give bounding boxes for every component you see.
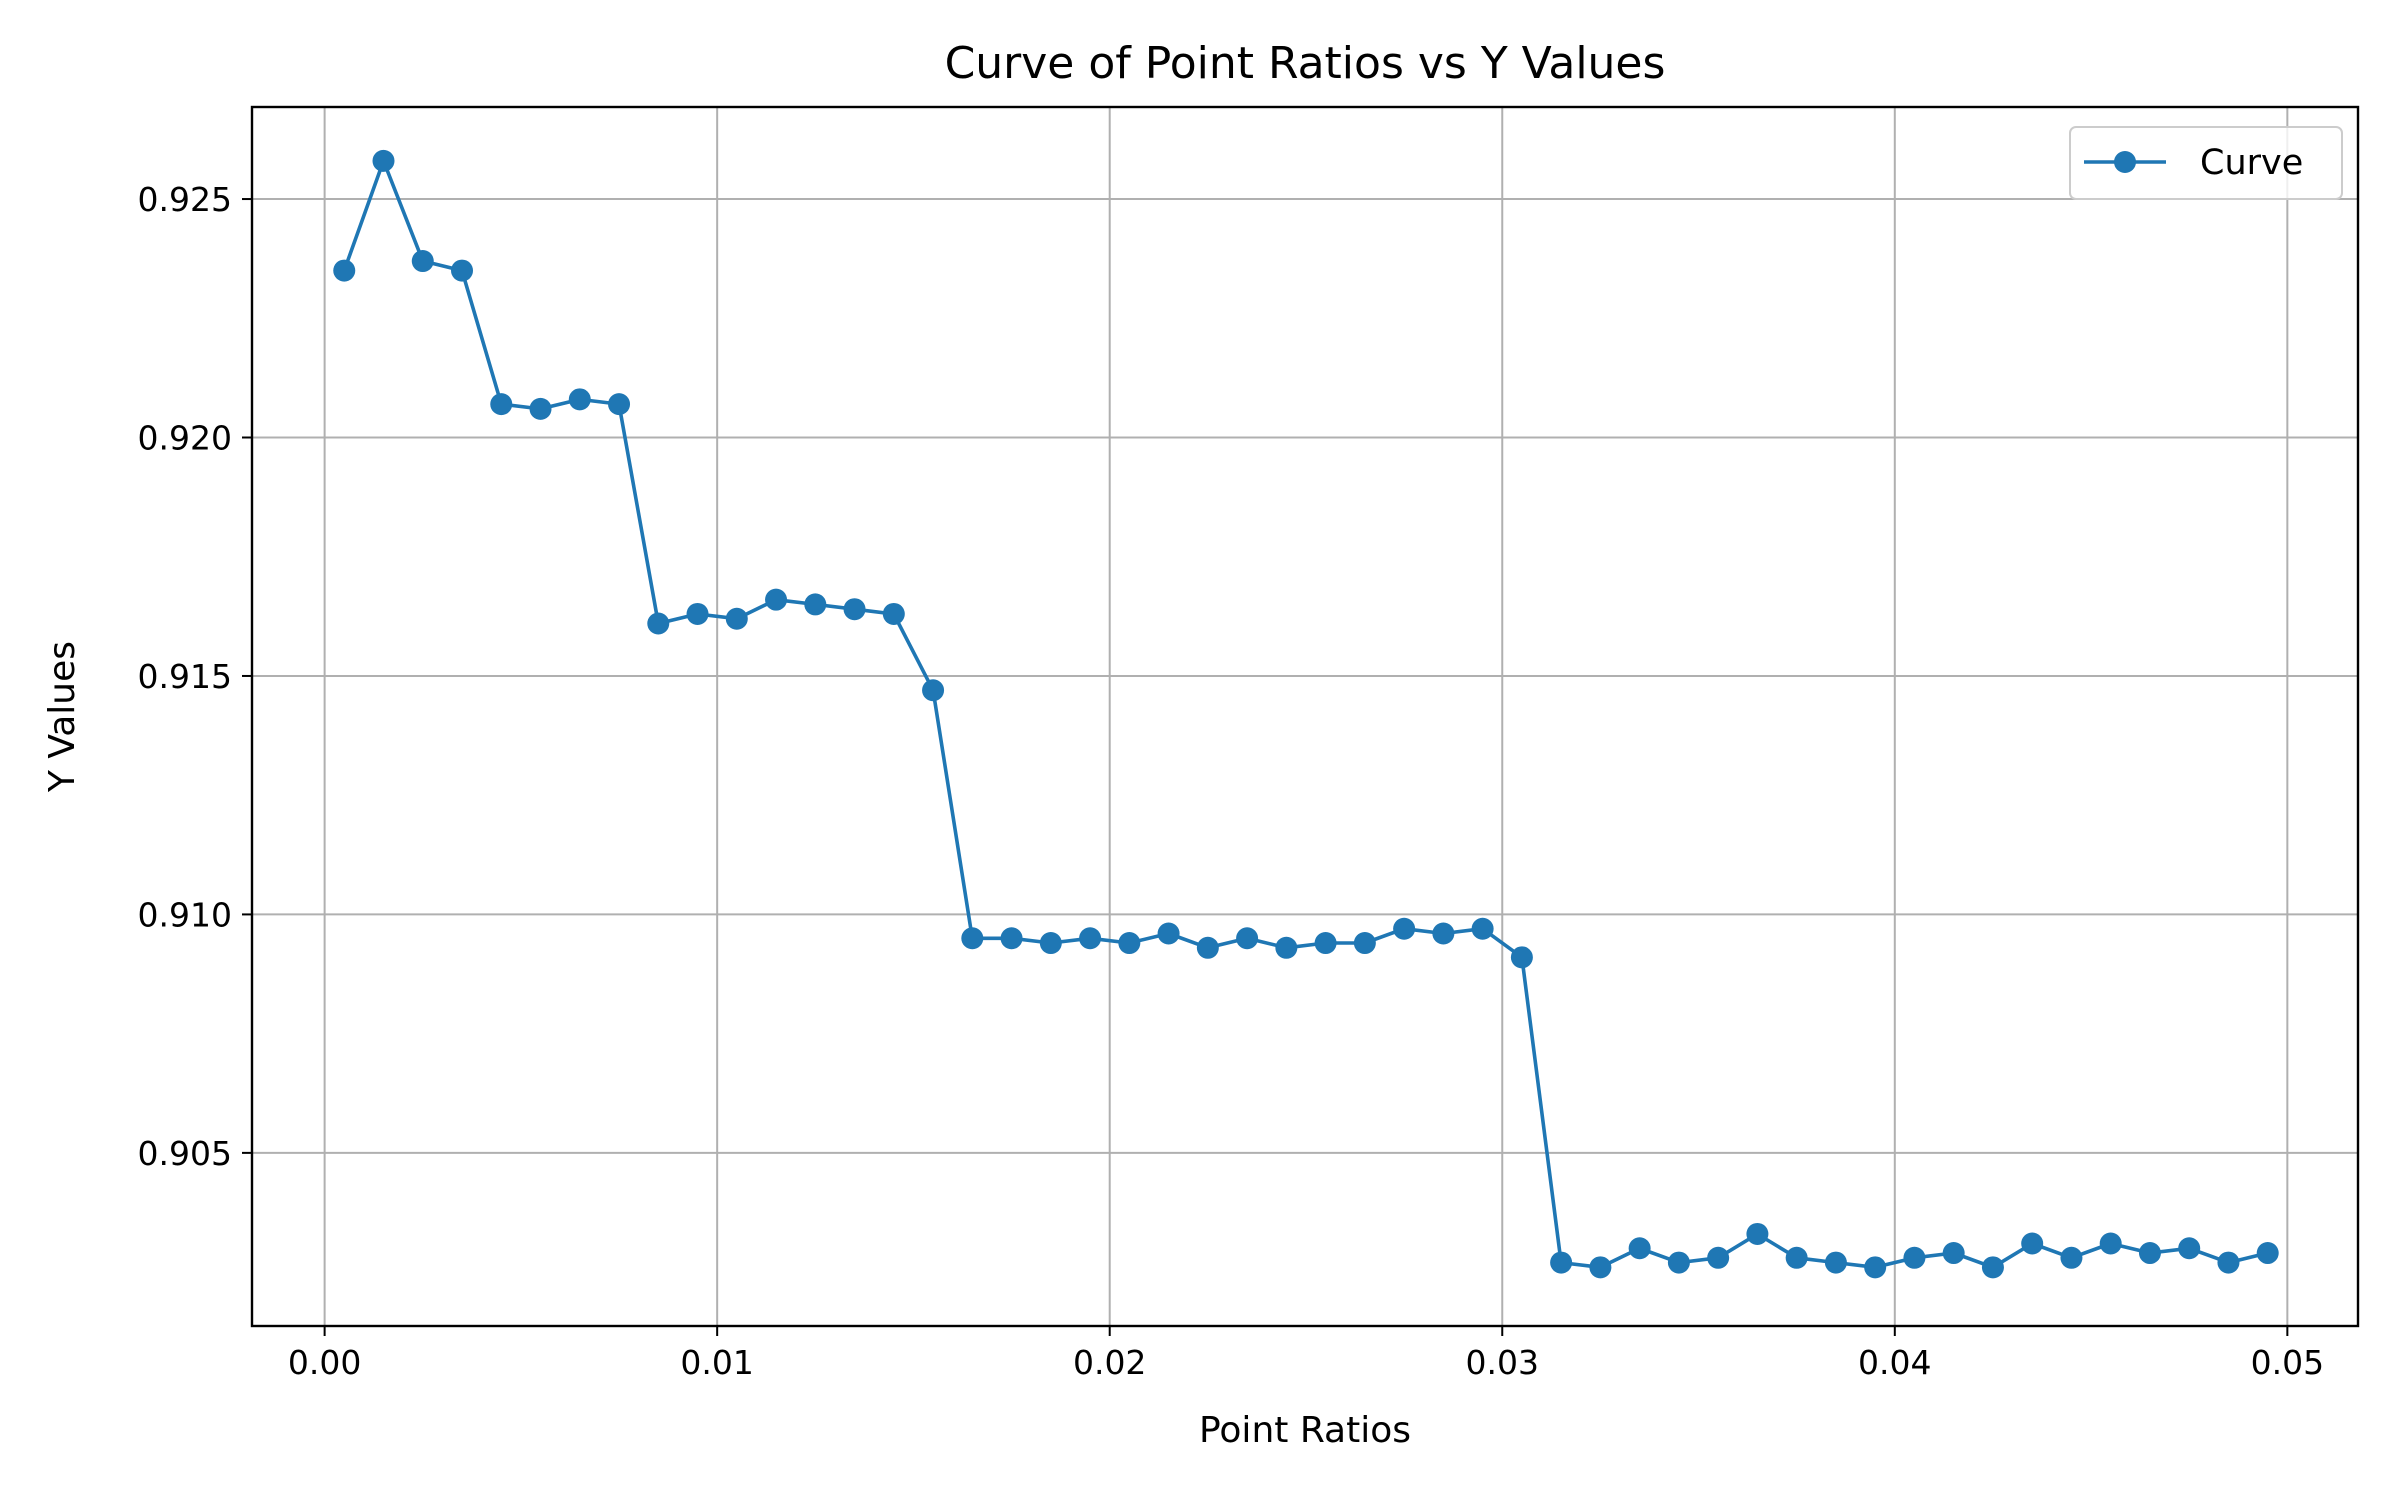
data-point bbox=[1903, 1246, 1926, 1269]
data-point bbox=[882, 602, 905, 625]
series-layer bbox=[333, 149, 2279, 1279]
data-point bbox=[1275, 936, 1298, 959]
x-tick-label: 0.02 bbox=[1073, 1343, 1146, 1382]
data-point bbox=[333, 259, 356, 282]
data-point bbox=[451, 259, 474, 282]
data-point bbox=[1510, 946, 1533, 969]
data-point bbox=[843, 598, 866, 621]
data-point bbox=[686, 602, 709, 625]
x-tick-label: 0.03 bbox=[1466, 1343, 1539, 1382]
y-tick-label: 0.910 bbox=[138, 895, 232, 934]
data-point bbox=[529, 397, 552, 420]
y-axis-title: Y Values bbox=[42, 641, 83, 793]
grid-lines bbox=[252, 107, 2358, 1326]
axis-ticks: 0.00 0.01 0.02 0.03 0.04 0.05 0.905 0.910 0.915 0… bbox=[138, 180, 2325, 1382]
x-tick-label: 0.05 bbox=[2251, 1343, 2324, 1382]
data-point bbox=[804, 593, 827, 616]
data-point bbox=[1314, 932, 1337, 955]
x-tick-label: 0.04 bbox=[1858, 1343, 1931, 1382]
y-tick-label: 0.925 bbox=[138, 180, 232, 219]
data-point bbox=[1236, 927, 1259, 950]
data-point bbox=[765, 588, 788, 611]
data-point bbox=[2256, 1242, 2279, 1265]
data-point bbox=[2021, 1232, 2044, 1255]
data-point bbox=[1628, 1237, 1651, 1260]
data-point bbox=[1393, 917, 1416, 940]
y-tick-label: 0.920 bbox=[138, 419, 232, 458]
data-point bbox=[2099, 1232, 2122, 1255]
data-point bbox=[411, 250, 434, 273]
data-point bbox=[1000, 927, 1023, 950]
data-point bbox=[1079, 927, 1102, 950]
data-point bbox=[1746, 1222, 1769, 1245]
data-point bbox=[1039, 932, 1062, 955]
data-point bbox=[1942, 1242, 1965, 1265]
data-point bbox=[608, 393, 631, 416]
data-point bbox=[1981, 1256, 2004, 1279]
data-point bbox=[725, 607, 748, 630]
x-tick-label: 0.01 bbox=[680, 1343, 753, 1382]
data-point bbox=[1157, 922, 1180, 945]
data-point bbox=[2138, 1242, 2161, 1265]
data-point bbox=[1550, 1251, 1573, 1274]
data-point bbox=[2060, 1246, 2083, 1269]
data-point bbox=[1353, 932, 1376, 955]
data-point bbox=[1196, 936, 1219, 959]
legend-box bbox=[2069, 126, 2343, 200]
data-point bbox=[1471, 917, 1494, 940]
data-point bbox=[1864, 1256, 1887, 1279]
data-point bbox=[2178, 1237, 2201, 1260]
data-point bbox=[1589, 1256, 1612, 1279]
chart-title: Curve of Point Ratios vs Y Values bbox=[945, 38, 1666, 89]
data-point bbox=[568, 388, 591, 411]
data-point bbox=[1667, 1251, 1690, 1274]
data-point bbox=[1118, 932, 1141, 955]
data-point bbox=[1785, 1246, 1808, 1269]
legend-entry-curve: Curve bbox=[2200, 143, 2303, 183]
data-point bbox=[1824, 1251, 1847, 1274]
data-point bbox=[2217, 1251, 2240, 1274]
data-point bbox=[961, 927, 984, 950]
y-tick-label: 0.915 bbox=[138, 657, 232, 696]
data-point bbox=[372, 149, 395, 172]
plot-area-frame bbox=[250, 105, 2360, 1328]
data-point bbox=[647, 612, 670, 635]
x-axis-title: Point Ratios bbox=[1199, 1410, 1411, 1451]
x-tick-label: 0.00 bbox=[288, 1343, 361, 1382]
legend: Curve bbox=[2069, 126, 2343, 200]
data-point bbox=[1707, 1246, 1730, 1269]
data-point bbox=[1432, 922, 1455, 945]
legend-marker-swatch bbox=[2114, 151, 2136, 173]
data-point bbox=[922, 679, 945, 702]
data-point bbox=[490, 393, 513, 416]
y-tick-label: 0.905 bbox=[138, 1134, 232, 1173]
